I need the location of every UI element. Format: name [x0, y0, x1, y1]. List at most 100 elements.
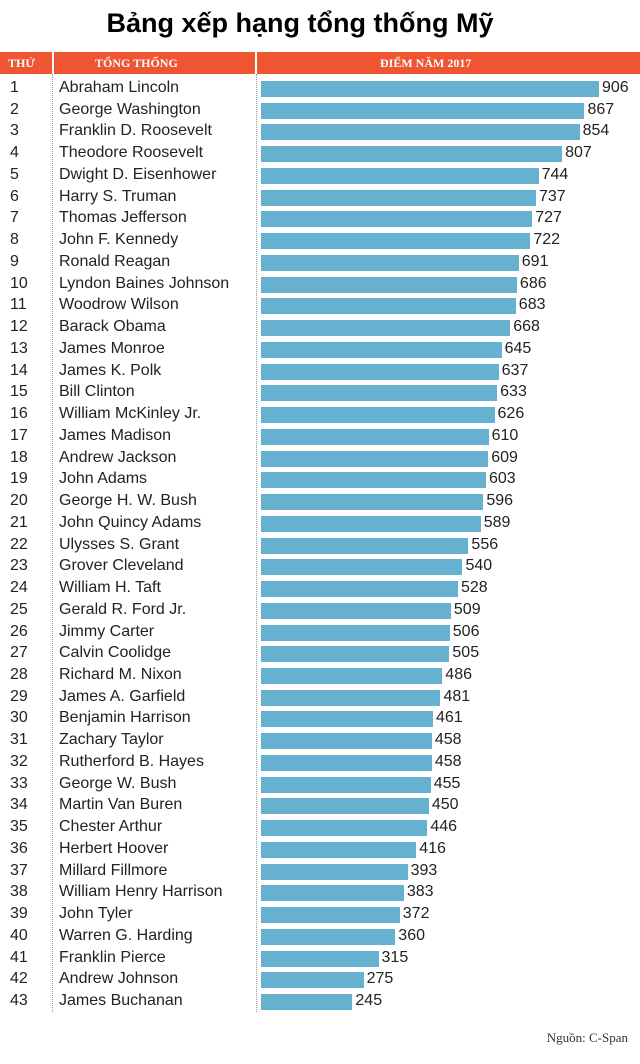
score-bar [261, 233, 531, 250]
table-header: Thứ Tổng thống Điểm năm 2017 [0, 52, 640, 74]
president-name: Millard Fillmore [59, 861, 168, 879]
score-value: 727 [535, 209, 562, 227]
score-value: 372 [402, 905, 430, 923]
table-row: 8 John F. Kennedy 722 [0, 230, 640, 252]
score-value: 589 [483, 513, 511, 531]
president-name: George H. W. Bush [59, 492, 197, 510]
table-row: 17 James Madison 610 [0, 426, 640, 448]
score-bar [261, 494, 484, 511]
score-bar [261, 537, 469, 554]
score-value: 528 [460, 579, 488, 597]
rank-label: 32 [10, 752, 28, 770]
table-row: 27 Calvin Coolidge 505 [0, 643, 640, 665]
score-value: 609 [491, 448, 518, 466]
rank-label: 6 [10, 187, 19, 205]
rank-label: 42 [10, 970, 28, 988]
table-row: 23 Grover Cleveland 540 [0, 556, 640, 578]
table-row: 33 George W. Bush 455 [0, 774, 640, 796]
rank-label: 29 [10, 687, 28, 705]
score-bar [261, 602, 451, 619]
rank-label: 38 [10, 883, 28, 901]
table-row: 41 Franklin Pierce 315 [0, 948, 640, 970]
score-bar [261, 754, 432, 771]
president-name: George Washington [59, 100, 201, 118]
score-bar [261, 624, 450, 641]
score-value: 744 [541, 165, 569, 183]
rank-label: 27 [10, 644, 28, 662]
president-name: Grover Cleveland [59, 557, 184, 575]
score-value: 509 [453, 600, 481, 618]
score-value: 275 [366, 970, 394, 988]
president-name: Benjamin Harrison [59, 709, 191, 727]
rank-label: 10 [10, 274, 28, 292]
score-bar [261, 167, 539, 184]
score-value: 505 [452, 644, 480, 662]
president-name: William McKinley Jr. [59, 405, 202, 423]
president-name: Ronald Reagan [59, 252, 171, 270]
score-bar [261, 189, 536, 206]
president-name: Bill Clinton [59, 383, 135, 401]
column-divider [52, 74, 53, 1012]
score-value: 722 [533, 231, 561, 249]
rank-label: 5 [10, 165, 19, 183]
score-value: 458 [434, 731, 462, 749]
table-row: 16 William McKinley Jr. 626 [0, 404, 640, 426]
chart-title: Bảng xếp hạng tổng thống Mỹ [106, 8, 494, 38]
score-bar [261, 798, 429, 815]
score-bar [261, 363, 499, 380]
score-bar [261, 472, 486, 489]
score-value: 596 [486, 492, 514, 510]
score-bar [261, 885, 404, 902]
table-row: 39 John Tyler 372 [0, 904, 640, 926]
rank-label: 28 [10, 665, 28, 683]
table-row: 18 Andrew Jackson 609 [0, 448, 640, 470]
table-row: 1 Abraham Lincoln 906 [0, 78, 640, 100]
rank-label: 16 [10, 405, 28, 423]
president-name: James K. Polk [59, 361, 162, 379]
score-bar [261, 298, 516, 315]
table-row: 36 Herbert Hoover 416 [0, 839, 640, 861]
president-name: Richard M. Nixon [59, 665, 182, 683]
score-bar [261, 667, 443, 684]
table-row: 14 James K. Polk 637 [0, 361, 640, 383]
rank-label: 31 [10, 731, 28, 749]
table-row: 19 John Adams 603 [0, 469, 640, 491]
president-name: Franklin D. Roosevelt [59, 122, 212, 140]
score-bar [261, 733, 432, 750]
score-value: 603 [488, 470, 516, 488]
president-name: Jimmy Carter [59, 622, 155, 640]
score-value: 461 [435, 709, 463, 727]
table-row: 32 Rutherford B. Hayes 458 [0, 752, 640, 774]
president-name: William H. Taft [59, 579, 161, 597]
score-value: 486 [445, 665, 472, 683]
score-value: 455 [433, 774, 461, 792]
rank-label: 41 [10, 948, 28, 966]
rank-label: 15 [10, 383, 28, 401]
score-value: 383 [406, 883, 434, 901]
score-bar [261, 559, 463, 576]
president-name: Woodrow Wilson [59, 296, 179, 314]
table-row: 34 Martin Van Buren 450 [0, 795, 640, 817]
score-bar [261, 841, 417, 858]
table-row: 3 Franklin D. Roosevelt 854 [0, 121, 640, 143]
score-value: 450 [431, 796, 459, 814]
score-bar [261, 81, 599, 97]
rank-label: 40 [10, 926, 28, 944]
table-row: 25 Gerald R. Ford Jr. 509 [0, 600, 640, 622]
president-name: James Monroe [59, 339, 165, 357]
rank-label: 8 [10, 231, 19, 249]
score-value: 540 [465, 557, 493, 575]
president-name: John Tyler [59, 905, 133, 923]
score-value: 683 [518, 296, 546, 314]
table-row: 30 Benjamin Harrison 461 [0, 708, 640, 730]
rank-label: 37 [10, 861, 28, 879]
rank-label: 2 [10, 100, 19, 118]
table-row: 20 George H. W. Bush 596 [0, 491, 640, 513]
score-value: 446 [430, 818, 458, 836]
president-name: Warren G. Harding [59, 926, 193, 944]
score-bar [261, 102, 585, 119]
score-bar [261, 254, 519, 271]
rank-label: 7 [10, 209, 19, 227]
president-name: Rutherford B. Hayes [59, 752, 204, 770]
table-row: 13 James Monroe 645 [0, 339, 640, 361]
